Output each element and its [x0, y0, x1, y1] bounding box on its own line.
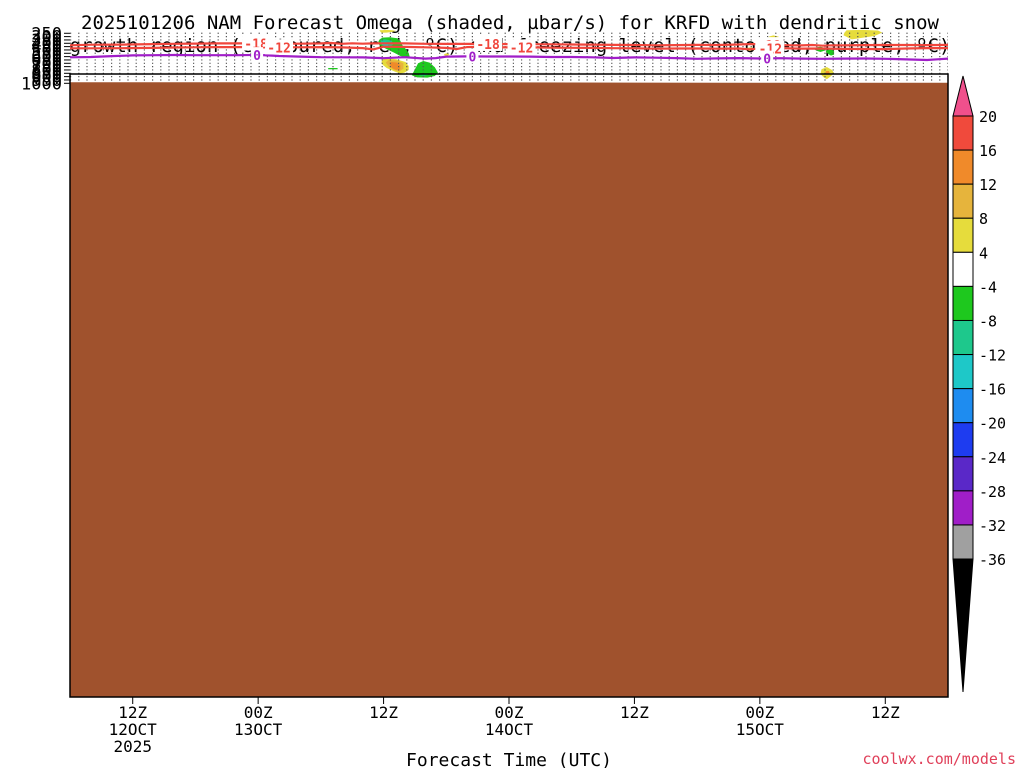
- omega-region-1: [843, 29, 883, 40]
- colorbar: 20 16 12 8 4 -4 -8 -12 -16 -20 -24 -28 -32 -36: [952, 75, 1006, 693]
- y-tick-label-450: 450: [31, 38, 62, 58]
- colorbar-label-13: -36: [979, 551, 1006, 569]
- x-tick-label-5-0: 00Z: [745, 703, 774, 722]
- x-tick-label-3-1: 14OCT: [485, 720, 534, 739]
- colorbar-label-2: 12: [979, 176, 997, 194]
- terrain-shape: [70, 82, 948, 698]
- omega-region-0: [379, 29, 397, 33]
- y-tick-label-300: 300: [31, 28, 62, 48]
- colorbar-label-5: -4: [979, 278, 997, 296]
- colorbar-label-6: -8: [979, 312, 997, 330]
- contour-label-bg-7: [466, 48, 479, 64]
- y-tick-label-250: 250: [31, 24, 62, 44]
- colorbar-swatch-9: [952, 388, 974, 424]
- contour-label-3: -12: [267, 41, 290, 56]
- y-tick-label-750: 750: [31, 58, 62, 78]
- x-tick-label-0-1: 12OCT: [109, 720, 158, 739]
- omega-region-15: [825, 49, 835, 56]
- y-tick-label-950: 950: [31, 71, 62, 91]
- colorbar-swatch-4: [952, 217, 974, 253]
- credit-text: coolwx.com/models: [862, 750, 1016, 768]
- colorbar-swatch-5: [952, 251, 974, 287]
- terrain-fill: [70, 82, 948, 698]
- y-tick-label-1000: 1000: [21, 74, 62, 94]
- colorbar-swatch-3: [952, 183, 974, 219]
- contour-label-bg-4: [507, 39, 536, 55]
- contour-label-bg-3: [265, 39, 294, 55]
- colorbar-label-12: -32: [979, 517, 1006, 535]
- colorbar-label-0: 20: [979, 108, 997, 126]
- colorbar-swatch-7: [952, 319, 974, 356]
- colorbar-label-10: -24: [979, 449, 1006, 467]
- y-tick-label-400: 400: [31, 34, 62, 54]
- contour-label-bg-1: [474, 35, 503, 51]
- contour-label-8: 0: [763, 53, 771, 68]
- colorbar-label-1: 16: [979, 142, 997, 160]
- colorbar-label-11: -28: [979, 483, 1006, 501]
- y-tick-label-550: 550: [31, 44, 62, 64]
- x-tick-label-0-2: 2025: [113, 737, 152, 756]
- colorbar-swatch-13: [952, 524, 974, 560]
- x-tick-label-1-1: 13OCT: [234, 720, 283, 739]
- colorbar-label-3: 8: [979, 210, 988, 228]
- contour-label-7: 0: [469, 50, 477, 65]
- x-tick-label-6-0: 12Z: [871, 703, 900, 722]
- x-tick-label-0-0: 12Z: [118, 703, 147, 722]
- colorbar-swatch-12: [952, 490, 974, 526]
- omega-region-12: [328, 68, 338, 70]
- colorbar-label-8: -16: [979, 381, 1006, 399]
- colorbar-label-7: -12: [979, 347, 1006, 365]
- contour-label-6: 0: [253, 49, 261, 64]
- y-tick-label-800: 800: [31, 61, 62, 81]
- colorbar-swatch-2: [952, 149, 974, 185]
- colorbar-swatch-8: [952, 354, 974, 390]
- contour-label-bg-8: [761, 50, 774, 66]
- x-tick-label-3-0: 00Z: [495, 703, 524, 722]
- contour-label-4: -12: [510, 41, 533, 56]
- y-tick-label-700: 700: [31, 54, 62, 74]
- colorbar-label-4: 4: [979, 244, 988, 262]
- x-tick-label-5-1: 15OCT: [736, 720, 785, 739]
- colorbar-top-arrow: [952, 75, 974, 117]
- colorbar-bottom-arrow: [952, 558, 974, 693]
- x-tick-label-1-0: 00Z: [244, 703, 273, 722]
- contour-label-bg-6: [251, 47, 264, 63]
- chart-title-line-1: 2025101206 NAM Forecast Omega (shaded, µ…: [81, 12, 939, 34]
- colorbar-swatch-11: [952, 456, 974, 492]
- x-tick-label-2-0: 12Z: [369, 703, 398, 722]
- y-tick-label-500: 500: [31, 41, 62, 61]
- y-tick-label-650: 650: [31, 51, 62, 71]
- colorbar-swatch-10: [952, 422, 974, 458]
- y-tick-label-350: 350: [31, 31, 62, 51]
- y-axis: 2503003504004505005506006507007508008509…: [21, 24, 70, 94]
- colorbar-swatch-1: [952, 115, 974, 151]
- x-tick-label-4-0: 12Z: [620, 703, 649, 722]
- contour-label-bg-0: [242, 35, 271, 51]
- y-tick-label-850: 850: [31, 64, 62, 84]
- contour-line-2: [69, 53, 949, 62]
- colorbar-swatch-6: [952, 285, 974, 321]
- y-tick-label-900: 900: [31, 68, 62, 88]
- contour-label-1: -18: [476, 38, 500, 53]
- omega-region-9: [389, 62, 401, 70]
- colorbar-label-9: -20: [979, 415, 1006, 433]
- y-tick-label-600: 600: [31, 48, 62, 68]
- x-axis-label: Forecast Time (UTC): [406, 750, 612, 768]
